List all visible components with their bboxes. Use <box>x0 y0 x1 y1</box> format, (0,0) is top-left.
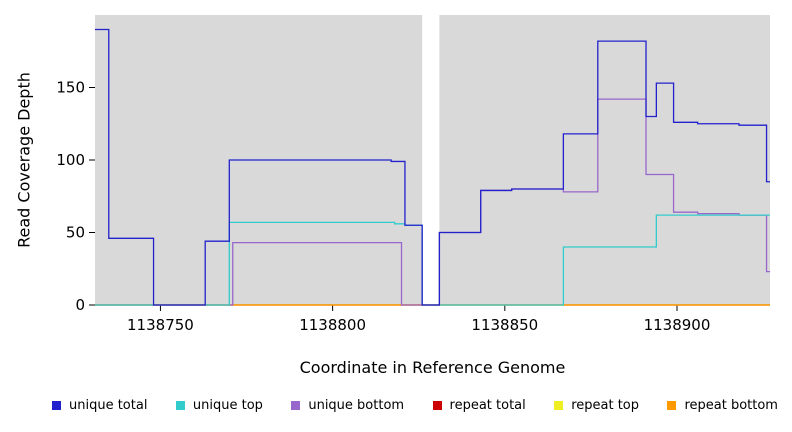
x-tick-label: 1138900 <box>644 316 711 334</box>
x-axis-title: Coordinate in Reference Genome <box>299 358 566 377</box>
legend-item-repeat-total: repeat total <box>432 398 526 413</box>
series-line-unique-total <box>95 28 770 306</box>
legend-swatch <box>667 401 677 410</box>
legend-item-unique-bottom: unique bottom <box>291 398 404 413</box>
coverage-gap <box>422 15 440 305</box>
legend-swatch <box>52 401 61 410</box>
legend-swatch <box>554 401 564 410</box>
legend-item-repeat-bottom: repeat bottom <box>667 398 778 413</box>
legend-item-repeat-top: repeat top <box>554 398 639 413</box>
x-tick-label: 1138800 <box>299 316 366 334</box>
legend-label: unique top <box>192 398 263 413</box>
legend-label: repeat total <box>449 398 526 413</box>
x-tick-label: 1138750 <box>127 316 194 334</box>
legend-swatch <box>432 401 442 410</box>
legend-label: repeat top <box>571 398 639 413</box>
legend-item-unique-total: unique total <box>52 398 147 413</box>
legend-label: unique total <box>69 398 148 413</box>
series-line-unique-bottom <box>95 98 770 306</box>
y-tick-label: 100 <box>56 151 85 169</box>
legend-swatch <box>175 401 185 410</box>
y-tick-label: 0 <box>75 296 85 314</box>
legend: unique total unique top unique bottom repea… <box>0 398 792 413</box>
legend-item-unique-top: unique top <box>175 398 263 413</box>
y-tick-label: 150 <box>56 79 85 97</box>
legend-label: repeat bottom <box>684 398 778 413</box>
x-tick-label: 1138850 <box>471 316 538 334</box>
coverage-plot: 1138750 1138800 1138850 1138900 0 50 100 150 <box>56 15 770 334</box>
y-tick-label: 50 <box>66 224 85 242</box>
legend-label: unique bottom <box>308 398 405 413</box>
legend-swatch <box>291 401 301 410</box>
